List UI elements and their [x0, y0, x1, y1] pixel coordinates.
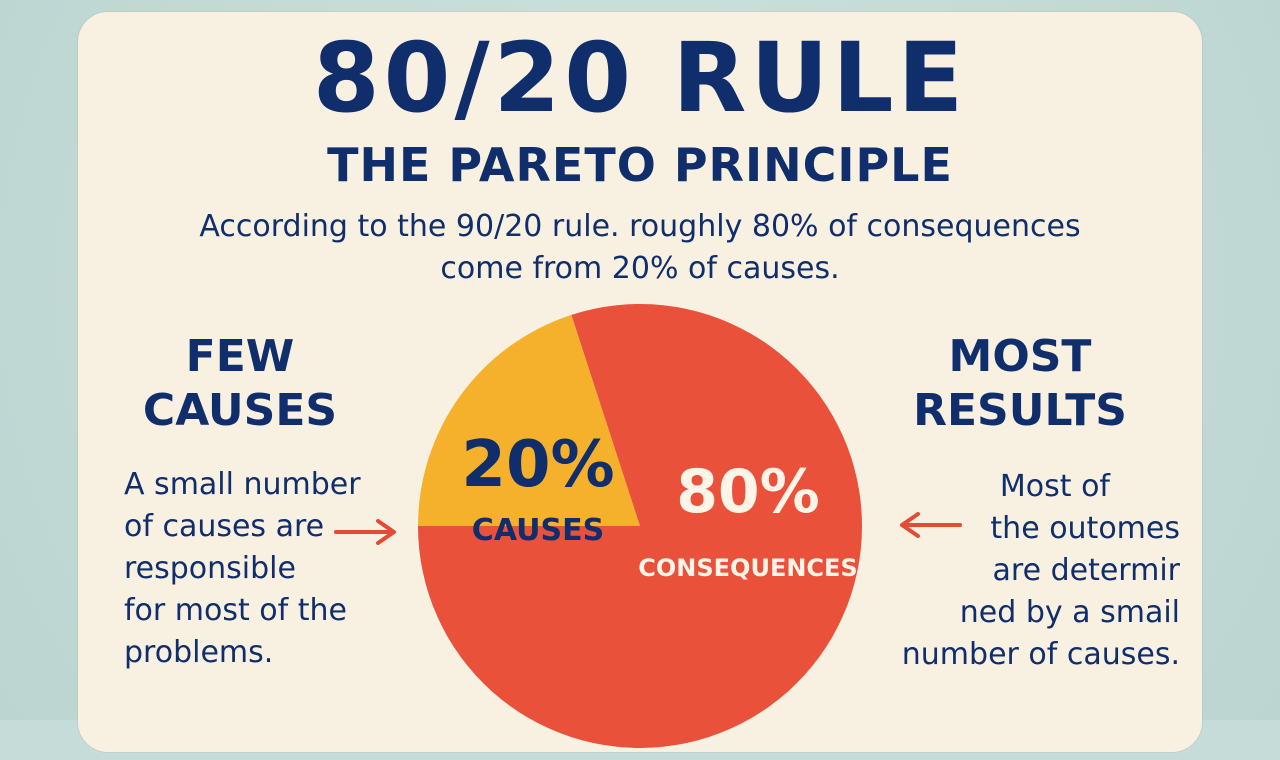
text-line: are determir	[992, 553, 1180, 588]
pareto-pie-chart: 20% CAUSES 80% CONSEQUENCES	[410, 296, 870, 756]
pie-slice-causes	[418, 314, 640, 526]
text-line: ned by a smail	[959, 595, 1180, 630]
text-line: problems.	[124, 635, 274, 670]
description-line: come from 20% of causes.	[440, 251, 840, 286]
text-line: Most of	[999, 469, 1110, 504]
most-results-heading: MOST RESULTS	[890, 330, 1150, 438]
slice-value-label: 20%	[461, 428, 614, 502]
description-line: According to the 90/20 rule. roughly 80%…	[199, 209, 1081, 244]
text-line: responsible	[124, 551, 296, 586]
text-line: the outomes	[990, 511, 1180, 546]
page-title: 80/20 RULE	[312, 22, 968, 134]
text-line: of causes are	[124, 509, 325, 544]
heading-line: CAUSES	[142, 385, 338, 436]
heading-line: FEW	[185, 331, 295, 382]
heading-line: RESULTS	[913, 385, 1127, 436]
slice-category-label: CONSEQUENCES	[638, 554, 857, 582]
arrow-left-icon	[900, 512, 962, 538]
arrow-right-icon	[334, 519, 396, 545]
slice-category-label: CAUSES	[472, 513, 604, 548]
text-line: for most of the	[124, 593, 347, 628]
most-results-text: Most of the outomes are determir ned by …	[880, 466, 1180, 676]
pie-slice-consequences	[418, 304, 862, 749]
slice-value-label: 80%	[676, 457, 820, 527]
text-line: A small number	[124, 467, 361, 502]
page-subtitle: THE PARETO PRINCIPLE	[327, 138, 953, 192]
few-causes-text: A small number of causes are responsible…	[124, 464, 384, 674]
pie-svg: 20% CAUSES 80% CONSEQUENCES	[418, 304, 862, 749]
few-causes-heading: FEW CAUSES	[110, 330, 370, 438]
description: According to the 90/20 rule. roughly 80%…	[100, 206, 1180, 290]
heading-line: MOST	[948, 331, 1092, 382]
text-line: number of causes.	[901, 637, 1180, 672]
